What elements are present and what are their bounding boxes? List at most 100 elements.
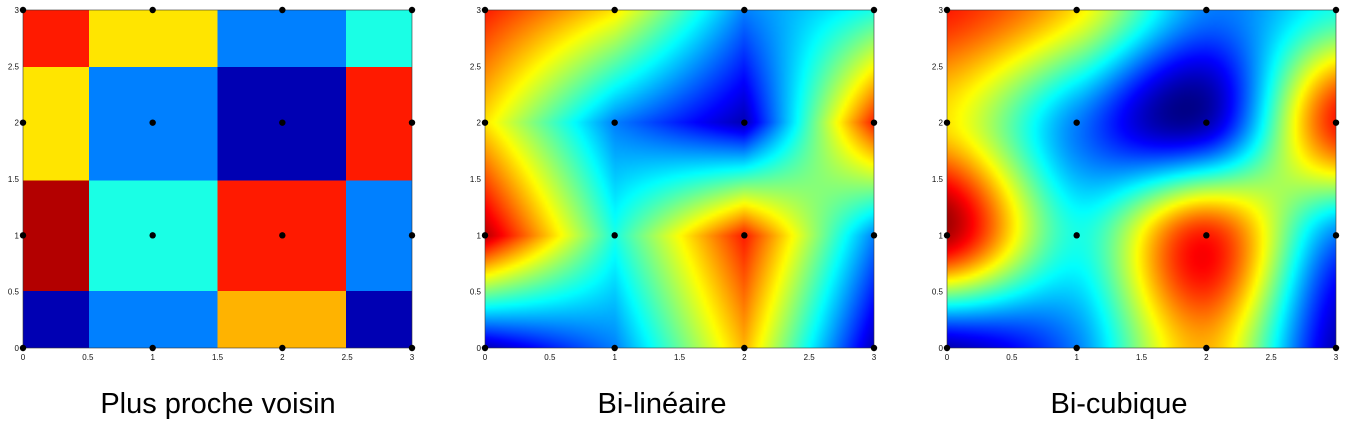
data-point bbox=[408, 344, 416, 352]
data-point bbox=[19, 232, 27, 239]
y-tick-label: 0 bbox=[477, 344, 482, 353]
x-tick-label: 2.5 bbox=[804, 353, 816, 362]
y-tick-label: 3 bbox=[15, 6, 20, 15]
data-point bbox=[870, 232, 878, 239]
data-point bbox=[1332, 232, 1340, 239]
data-point bbox=[149, 6, 156, 14]
x-tick-label: 0.5 bbox=[82, 353, 94, 362]
y-tick-label: 3 bbox=[477, 6, 482, 15]
data-point bbox=[870, 119, 878, 126]
x-tick-label: 0 bbox=[483, 353, 488, 362]
heatmap-surface bbox=[485, 10, 874, 348]
data-point bbox=[19, 344, 27, 352]
data-point bbox=[741, 119, 748, 126]
x-tick-label: 1 bbox=[150, 353, 155, 362]
y-tick-label: 2.5 bbox=[932, 62, 944, 71]
y-tick-label: 1 bbox=[939, 231, 944, 240]
x-tick-label: 2 bbox=[1204, 353, 1209, 362]
data-point bbox=[741, 344, 748, 352]
x-tick-label: 0 bbox=[945, 353, 950, 362]
data-point bbox=[408, 232, 416, 239]
data-point bbox=[408, 119, 416, 126]
y-tick-label: 1.5 bbox=[932, 175, 944, 184]
x-tick-label: 2.5 bbox=[342, 353, 354, 362]
y-tick-label: 2 bbox=[15, 119, 20, 128]
x-tick-label: 1 bbox=[1074, 353, 1079, 362]
data-point bbox=[481, 344, 489, 352]
data-point bbox=[19, 6, 27, 14]
data-point bbox=[1332, 344, 1340, 352]
y-tick-label: 1.5 bbox=[470, 175, 482, 184]
data-point bbox=[481, 232, 489, 239]
x-tick-label: 1.5 bbox=[1136, 353, 1148, 362]
data-point bbox=[1203, 119, 1210, 126]
data-point bbox=[279, 344, 286, 352]
data-point bbox=[1203, 6, 1210, 14]
data-point bbox=[481, 6, 489, 14]
data-point bbox=[481, 119, 489, 126]
data-point bbox=[741, 6, 748, 14]
bilinear-panel: 0 0.5 1 1.5 2 2.5 3 0 0.5 1 1.5 2 2.5 3 Bi-linéaire bbox=[462, 0, 902, 433]
data-point bbox=[1073, 6, 1080, 14]
x-tick-label: 0.5 bbox=[1006, 353, 1018, 362]
data-point bbox=[611, 6, 618, 14]
x-tick-label: 0 bbox=[21, 353, 26, 362]
data-point bbox=[943, 232, 951, 239]
data-point bbox=[1073, 232, 1080, 239]
data-point bbox=[870, 344, 878, 352]
data-point bbox=[279, 6, 286, 14]
data-point bbox=[741, 232, 748, 239]
heatmap-surface bbox=[23, 10, 412, 348]
axes-frame bbox=[946, 9, 1337, 349]
bicubic-chart: 0 0.5 1 1.5 2 2.5 3 0 0.5 1 1.5 2 2.5 3 bbox=[932, 6, 1340, 362]
data-point bbox=[943, 344, 951, 352]
x-tick-label: 1 bbox=[612, 353, 617, 362]
bilinear-caption: Bi-linéaire bbox=[597, 388, 727, 420]
data-point bbox=[149, 119, 156, 126]
x-tick-label: 2.5 bbox=[1266, 353, 1278, 362]
data-point bbox=[149, 232, 156, 239]
bilinear-chart: 0 0.5 1 1.5 2 2.5 3 0 0.5 1 1.5 2 2.5 3 bbox=[470, 6, 878, 362]
data-point bbox=[149, 344, 156, 352]
data-point bbox=[870, 6, 878, 14]
data-point bbox=[279, 232, 286, 239]
data-point bbox=[1203, 344, 1210, 352]
x-tick-label: 0.5 bbox=[544, 353, 556, 362]
data-point bbox=[1332, 6, 1340, 14]
y-tick-label: 2.5 bbox=[8, 62, 20, 71]
data-point bbox=[408, 6, 416, 14]
data-point bbox=[943, 119, 951, 126]
x-tick-label: 3 bbox=[872, 353, 877, 362]
nearest-neighbor-chart: 0 0.5 1 1.5 2 2.5 3 0 0.5 1 1.5 2 2.5 3 bbox=[8, 6, 416, 362]
data-point bbox=[611, 119, 618, 126]
x-tick-label: 1.5 bbox=[212, 353, 224, 362]
y-tick-label: 0 bbox=[939, 344, 944, 353]
axes-frame bbox=[484, 9, 875, 349]
bicubic-caption: Bi-cubique bbox=[1050, 388, 1188, 420]
nearest-neighbor-panel: 0 0.5 1 1.5 2 2.5 3 0 0.5 1 1.5 2 2.5 3 Plus proche v… bbox=[0, 0, 440, 433]
x-tick-label: 2 bbox=[280, 353, 285, 362]
y-tick-label: 2.5 bbox=[470, 62, 482, 71]
y-tick-label: 0.5 bbox=[8, 288, 20, 297]
y-tick-label: 0 bbox=[15, 344, 20, 353]
data-point bbox=[19, 119, 27, 126]
y-tick-label: 3 bbox=[939, 6, 944, 15]
data-point bbox=[279, 119, 286, 126]
data-point bbox=[1203, 232, 1210, 239]
nearest-neighbor-caption: Plus proche voisin bbox=[100, 388, 336, 420]
y-tick-label: 2 bbox=[939, 119, 944, 128]
bicubic-panel: 0 0.5 1 1.5 2 2.5 3 0 0.5 1 1.5 2 2.5 3 Bi-cubique bbox=[924, 0, 1355, 433]
y-tick-label: 2 bbox=[477, 119, 482, 128]
data-point bbox=[1332, 119, 1340, 126]
heatmap-surface bbox=[947, 10, 1336, 348]
y-tick-label: 1.5 bbox=[8, 175, 20, 184]
axes-frame bbox=[22, 9, 413, 349]
data-point bbox=[1073, 119, 1080, 126]
x-tick-label: 3 bbox=[1334, 353, 1339, 362]
data-point bbox=[1073, 344, 1080, 352]
y-tick-label: 0.5 bbox=[470, 288, 482, 297]
y-tick-label: 1 bbox=[15, 231, 20, 240]
y-tick-label: 1 bbox=[477, 231, 482, 240]
x-tick-label: 2 bbox=[742, 353, 747, 362]
data-point bbox=[611, 344, 618, 352]
